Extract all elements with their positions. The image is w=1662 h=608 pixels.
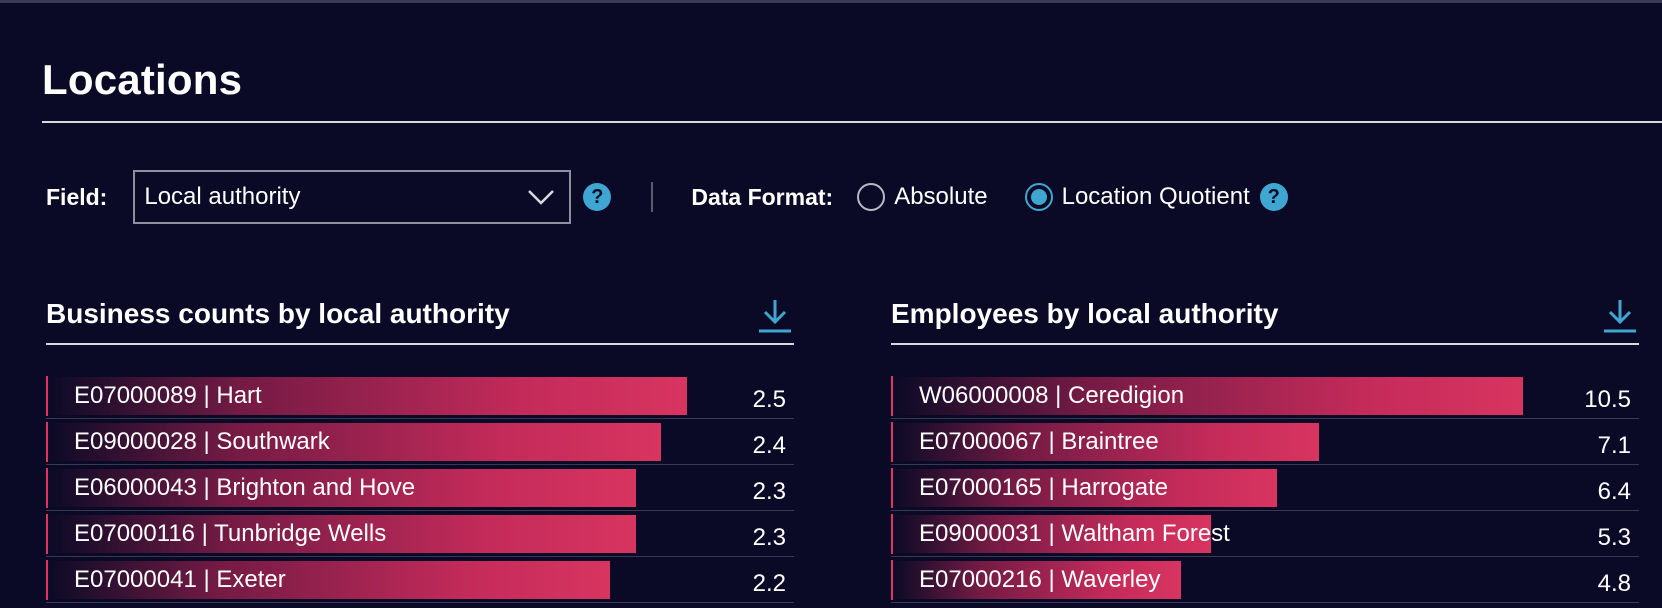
bar — [893, 515, 1211, 553]
page-title: Locations — [42, 56, 243, 103]
bar-value-label: 10.5 — [1584, 386, 1631, 413]
bar-row[interactable]: E07000089 | Hart 2.5 — [46, 376, 796, 416]
row-divider — [46, 556, 794, 557]
row-divider — [46, 418, 794, 419]
bar — [893, 469, 1277, 507]
radio-absolute[interactable]: Absolute — [857, 183, 988, 211]
bar — [48, 377, 687, 415]
bar-value-label: 7.1 — [1597, 432, 1631, 459]
bar-label: E07000216 | Waverley — [919, 566, 1161, 593]
controls-separator — [651, 182, 654, 212]
bar — [893, 423, 1319, 461]
employees-title: Employees by local authority — [891, 298, 1279, 329]
radio-absolute-label: Absolute — [894, 183, 988, 210]
bar — [893, 377, 1523, 415]
bar-value-label: 2.4 — [752, 432, 786, 459]
bar — [48, 515, 636, 553]
row-divider — [891, 510, 1639, 511]
bar — [48, 469, 636, 507]
download-icon[interactable] — [758, 298, 792, 334]
bar — [893, 561, 1181, 599]
bar-row[interactable]: E07000116 | Tunbridge Wells 2.3 — [46, 514, 796, 554]
bar-value-label: 6.4 — [1597, 478, 1631, 505]
bar-row[interactable]: E07000216 | Waverley 4.8 — [891, 560, 1641, 600]
bar-label: E09000031 | Waltham Forest — [919, 520, 1230, 547]
bar-value-label: 2.3 — [752, 478, 786, 505]
bar-label: E07000165 | Harrogate — [919, 474, 1169, 501]
title-divider — [42, 121, 1662, 123]
bar-value-label: 5.3 — [1597, 524, 1631, 551]
row-divider — [891, 556, 1639, 557]
bar-label: E07000116 | Tunbridge Wells — [74, 520, 387, 547]
row-divider — [46, 602, 794, 603]
row-divider — [46, 510, 794, 511]
bar — [48, 561, 610, 599]
employees-divider — [891, 343, 1639, 345]
radio-location-quotient-label: Location Quotient — [1061, 183, 1250, 210]
bar-label: E07000067 | Braintree — [919, 428, 1159, 455]
bar-row[interactable]: E07000067 | Braintree 7.1 — [891, 422, 1641, 462]
bar-row[interactable]: E09000028 | Southwark 2.4 — [46, 422, 796, 462]
field-label: Field: — [46, 183, 108, 210]
row-divider — [891, 418, 1639, 419]
top-border — [0, 0, 1662, 3]
bar-value-label: 4.8 — [1597, 570, 1631, 597]
bar-row[interactable]: E07000041 | Exeter 2.2 — [46, 560, 796, 600]
bar-label: E09000028 | Southwark — [74, 428, 330, 455]
bar-label: W06000008 | Ceredigion — [919, 382, 1185, 409]
bar-row[interactable]: W06000008 | Ceredigion 10.5 — [891, 376, 1641, 416]
bar — [48, 423, 661, 461]
field-select-value: Local authority — [144, 183, 301, 210]
field-select[interactable]: Local authority — [133, 170, 572, 224]
data-format-label: Data Format: — [691, 183, 834, 210]
chevron-down-icon — [528, 190, 555, 205]
bar-value-label: 2.3 — [752, 524, 786, 551]
radio-location-quotient-circle[interactable] — [1024, 183, 1053, 211]
controls-bar: Field: Local authority ? Data Format: Ab… — [46, 168, 1288, 226]
bar-row[interactable]: E06000043 | Brighton and Hove 2.3 — [46, 468, 796, 508]
bar-value-label: 2.2 — [752, 570, 786, 597]
business-counts-divider — [46, 343, 794, 345]
bar-label: E07000041 | Exeter — [74, 566, 286, 593]
bar-label: E07000089 | Hart — [74, 382, 262, 409]
bar-row[interactable]: E09000031 | Waltham Forest 5.3 — [891, 514, 1641, 554]
field-help-icon[interactable]: ? — [583, 183, 612, 211]
bar-value-label: 2.5 — [752, 386, 786, 413]
row-divider — [891, 464, 1639, 465]
bar-label: E06000043 | Brighton and Hove — [74, 474, 416, 501]
download-icon[interactable] — [1603, 298, 1637, 334]
bar-row[interactable]: E07000165 | Harrogate 6.4 — [891, 468, 1641, 508]
radio-absolute-circle[interactable] — [857, 183, 886, 211]
radio-location-quotient[interactable]: Location Quotient — [1024, 183, 1250, 211]
business-counts-title: Business counts by local authority — [46, 298, 510, 329]
row-divider — [891, 602, 1639, 603]
format-help-icon[interactable]: ? — [1259, 183, 1288, 211]
row-divider — [46, 464, 794, 465]
